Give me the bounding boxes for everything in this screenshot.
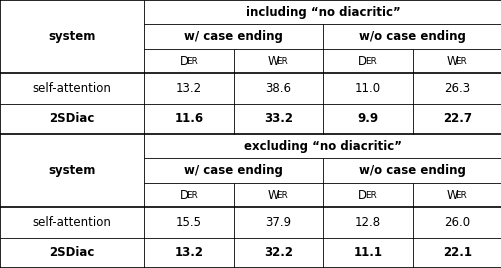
Text: 13.2: 13.2 [174,246,203,259]
Text: 11.0: 11.0 [354,82,380,95]
Text: 37.9: 37.9 [265,216,291,229]
Text: including “no diacritic”: including “no diacritic” [245,6,400,19]
Text: 11.6: 11.6 [174,112,203,125]
Text: 38.6: 38.6 [265,82,291,95]
Text: ER: ER [186,191,198,200]
Text: 26.3: 26.3 [443,82,469,95]
Text: ER: ER [454,57,466,66]
Text: w/o case ending: w/o case ending [358,164,465,177]
Text: ER: ER [365,57,376,66]
Text: self-attention: self-attention [33,216,111,229]
Text: D: D [358,55,367,68]
Text: ER: ER [276,191,287,200]
Text: 2SDiac: 2SDiac [49,112,95,125]
Text: W: W [267,189,279,202]
Text: W: W [267,55,279,68]
Text: w/ case ending: w/ case ending [184,164,283,177]
Text: w/o case ending: w/o case ending [358,30,465,43]
Text: 11.1: 11.1 [353,246,382,259]
Text: ER: ER [186,57,198,66]
Text: D: D [358,189,367,202]
Text: W: W [446,189,457,202]
Text: system: system [48,164,96,177]
Text: ER: ER [454,191,466,200]
Text: D: D [179,189,188,202]
Text: 22.1: 22.1 [442,246,471,259]
Text: ER: ER [276,57,287,66]
Text: 32.2: 32.2 [263,246,292,259]
Text: ER: ER [365,191,376,200]
Text: w/ case ending: w/ case ending [184,30,283,43]
Text: W: W [446,55,457,68]
Text: 26.0: 26.0 [443,216,469,229]
Text: excluding “no diacritic”: excluding “no diacritic” [243,140,401,153]
Text: 12.8: 12.8 [354,216,380,229]
Text: 9.9: 9.9 [357,112,378,125]
Text: system: system [48,30,96,43]
Text: self-attention: self-attention [33,82,111,95]
Text: 15.5: 15.5 [175,216,201,229]
Text: D: D [179,55,188,68]
Text: 13.2: 13.2 [175,82,201,95]
Text: 33.2: 33.2 [263,112,292,125]
Text: 22.7: 22.7 [442,112,471,125]
Text: 2SDiac: 2SDiac [49,246,95,259]
